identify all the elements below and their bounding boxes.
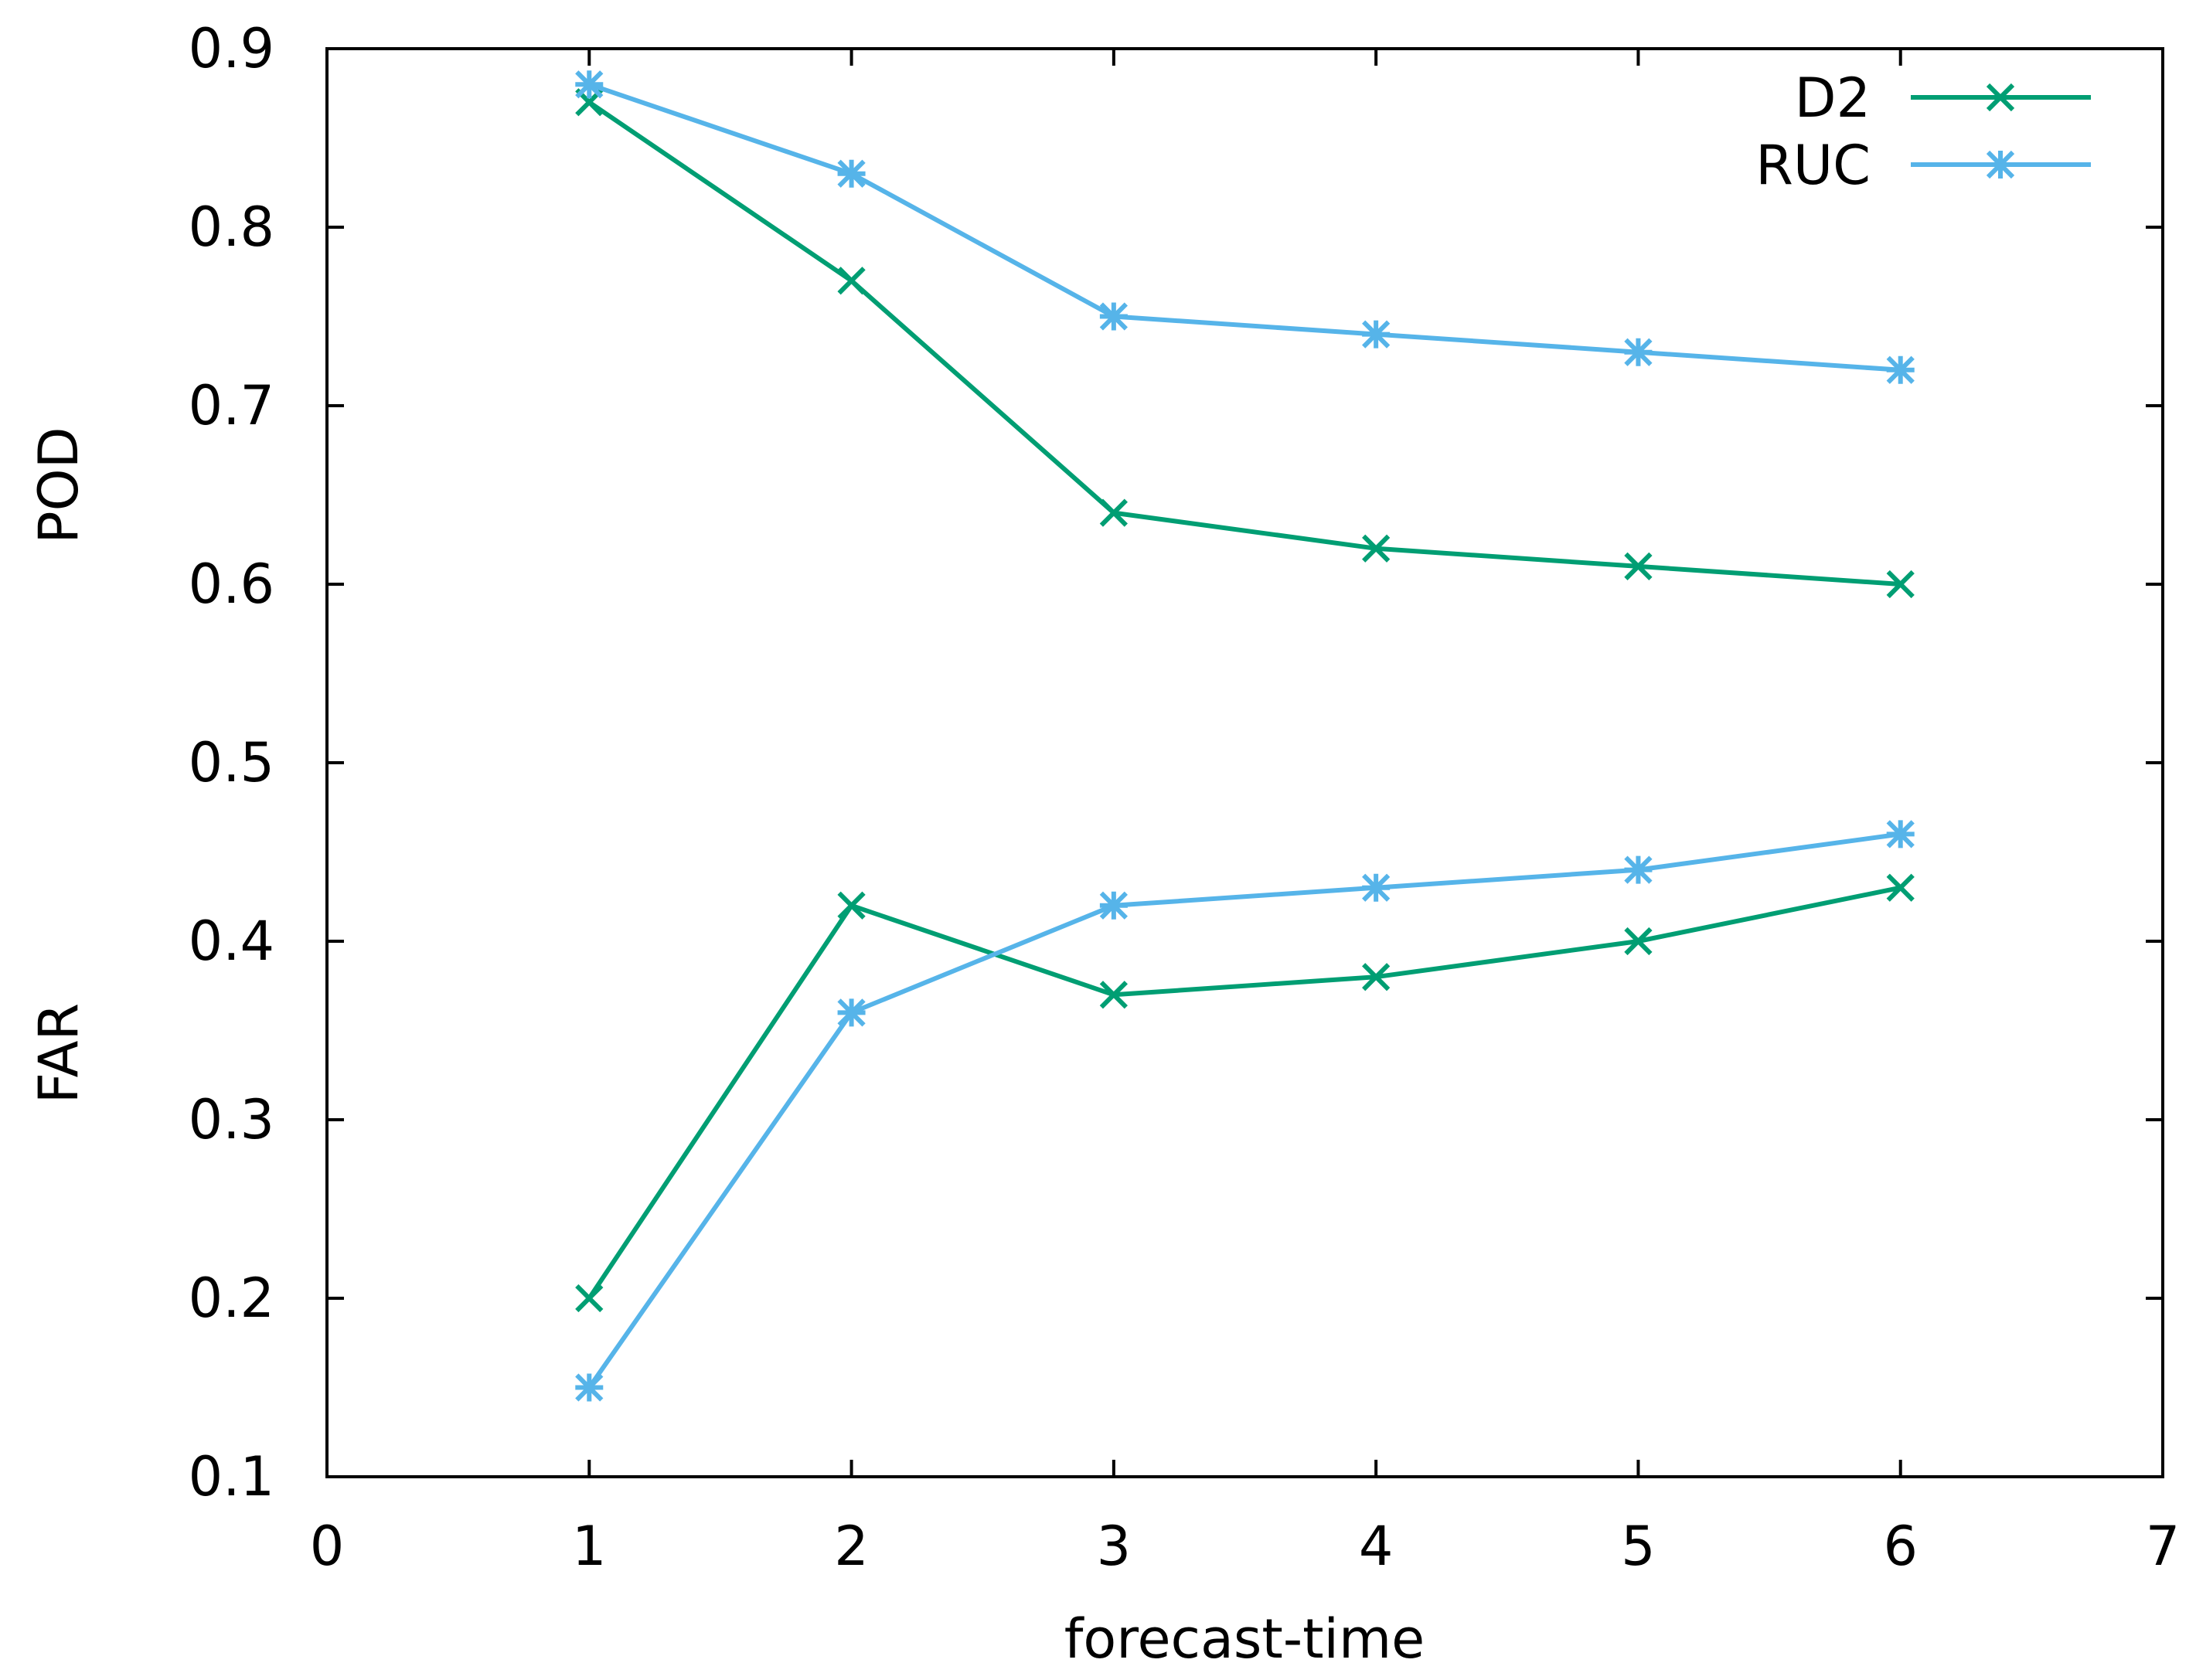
x-tick-label: 7 [2146,1515,2181,1578]
x-tick-label: 0 [310,1515,345,1578]
x-tick-label: 4 [1359,1515,1394,1578]
star-marker [1624,855,1653,884]
x-tick-label: 6 [1883,1515,1918,1578]
x-tick-label: 2 [834,1515,869,1578]
y-tick-label: 0.1 [189,1445,274,1508]
series-ruc-far [575,820,1915,1402]
x-tick-label: 3 [1097,1515,1132,1578]
x-marker [1624,552,1653,581]
series-d2-pod [575,88,1915,599]
star-marker [1986,150,2015,179]
star-marker [1362,320,1391,349]
x-marker [1099,498,1128,527]
legend-label-d2: D2 [1795,66,1871,130]
series-line-ruc-far [587,831,1901,1389]
x-tick-label: 5 [1621,1515,1656,1578]
star-marker [1099,302,1128,331]
series-ruc-pod [575,70,1915,384]
x-axis-label: forecast-time [1064,1607,1425,1671]
x-tick-label: 1 [572,1515,607,1578]
star-marker [837,159,866,188]
series-line-ruc-pod [588,82,1901,372]
y-tick-label: 0.9 [189,17,274,80]
x-marker [1099,981,1128,1009]
x-marker [1886,570,1915,599]
series-line-d2-pod [587,100,1901,587]
star-marker [1362,873,1391,902]
y-tick-label: 0.5 [189,731,274,794]
axis-ticks: 0 1 2 3 4 5 6 7 0.1 0.2 0.3 0.4 0.5 0.6 0.7 0.8 0.9 [189,17,2181,1578]
x-marker [1624,927,1653,956]
series-layer [575,70,1915,1402]
star-marker [575,1373,604,1402]
y-tick-label: 0.3 [189,1088,274,1151]
star-marker [575,70,604,99]
series-d2-far [575,873,1915,1313]
star-marker [1886,355,1915,384]
x-marker [1362,534,1391,563]
y-tick-label: 0.4 [189,910,274,973]
y-tick-label: 0.7 [189,374,274,437]
y-axis-label-pod: POD [27,427,90,543]
star-marker [1886,820,1915,849]
x-marker [1362,963,1391,991]
legend-label-ruc: RUC [1755,134,1871,197]
star-marker [1099,891,1128,920]
x-marker [575,1284,604,1313]
plot-frame [325,47,2164,1478]
y-axis-label-far: FAR [27,1003,90,1104]
series-line-d2-far [587,885,1901,1300]
y-tick-label: 0.6 [189,553,274,616]
y-tick-label: 0.8 [189,196,274,259]
star-marker [1624,338,1653,366]
x-marker [1886,873,1915,902]
x-marker [1986,83,2015,112]
y-tick-label: 0.2 [189,1267,274,1330]
x-marker [837,891,866,920]
star-marker [837,998,866,1027]
x-marker [837,267,866,295]
